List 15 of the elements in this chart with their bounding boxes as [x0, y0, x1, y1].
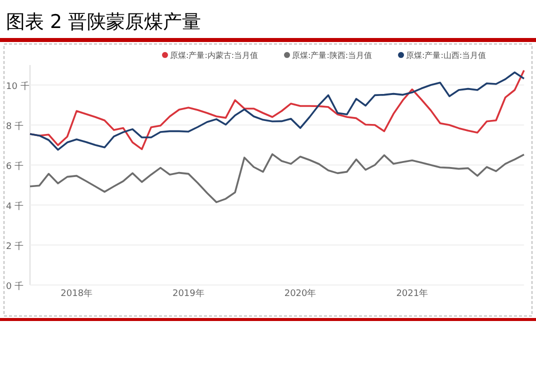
- y-tick-label: 4 千: [6, 201, 24, 212]
- y-tick-label: 8 千: [6, 121, 24, 132]
- legend-label: 原煤:产量:陕西:当月值: [292, 51, 372, 60]
- y-tick-label: 10 千: [6, 81, 30, 92]
- y-tick-label: 2 千: [6, 241, 24, 252]
- y-tick-label: 0 千: [6, 281, 24, 292]
- legend-label: 原煤:产量:山西:当月值: [406, 51, 486, 60]
- chart-title: 图表 2 晋陕蒙原煤产量: [6, 11, 202, 33]
- x-tick-label: 2021年: [396, 288, 428, 299]
- x-tick-label: 2019年: [172, 288, 204, 299]
- y-tick-label: 6 千: [6, 161, 24, 172]
- line-series: [29, 153, 525, 204]
- legend-label: 原煤:产量:内蒙古:当月值: [170, 51, 258, 60]
- x-tick-label: 2020年: [284, 288, 316, 299]
- x-tick-label: 2018年: [60, 288, 93, 299]
